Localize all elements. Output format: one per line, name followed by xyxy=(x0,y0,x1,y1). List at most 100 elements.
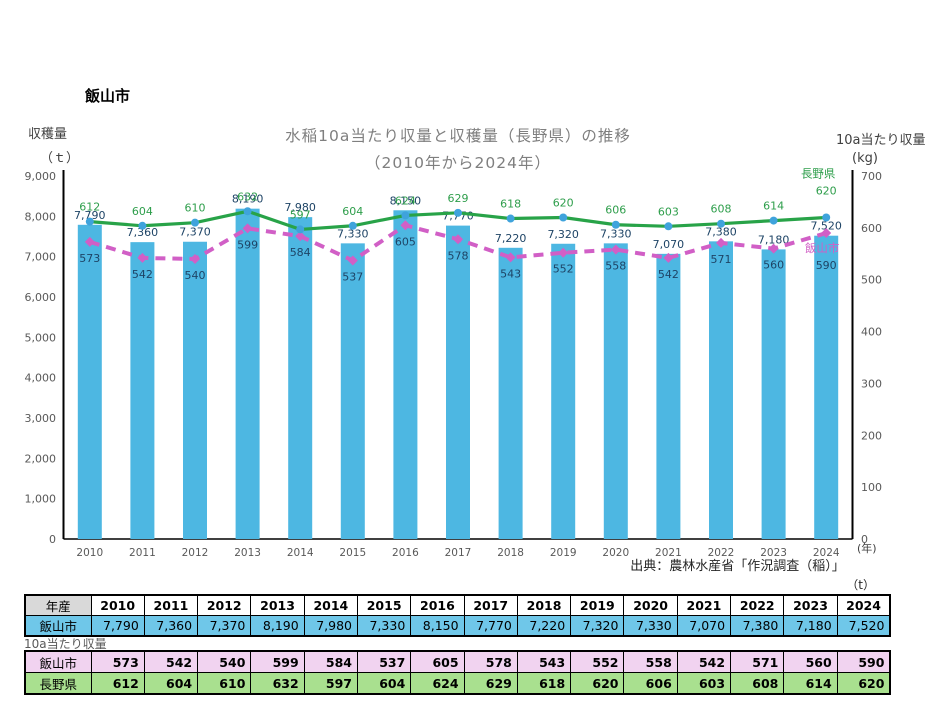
iiyama-value-label: 605 xyxy=(395,235,416,248)
yield-value-cell: 590 xyxy=(836,650,891,673)
x-axis-tick: 2015 xyxy=(339,547,366,559)
year-header-cell: 2013 xyxy=(250,594,305,616)
year-header-cell: 2010 xyxy=(90,594,145,616)
nagano-line-marker xyxy=(454,208,462,217)
iiyama-value-label: 542 xyxy=(658,268,679,281)
source-note: 出典：農林水産省「作況調査（稲）」 xyxy=(630,559,845,574)
yield-value-cell: 606 xyxy=(623,672,678,695)
x-axis-tick: 2024 xyxy=(813,547,840,559)
iiyama-line-marker xyxy=(242,223,253,234)
year-header-cell: 2016 xyxy=(410,594,465,616)
yield-value-cell: 537 xyxy=(356,650,412,673)
iiyama-line-marker xyxy=(558,247,569,258)
nagano-line-marker xyxy=(717,219,725,228)
left-axis-tick: 7,000 xyxy=(25,251,57,264)
right-axis-tick: 200 xyxy=(861,429,882,442)
nagano-value-label: 597 xyxy=(290,208,311,221)
nagano-series-label: 長野県 xyxy=(801,166,836,180)
harvest-bar xyxy=(814,235,839,539)
harvest-row-label: 飯山市 xyxy=(24,615,92,637)
bar-value-label: 7,360 xyxy=(127,226,159,239)
left-axis-title: 収穫量 xyxy=(28,127,68,142)
harvest-value-cell: 7,770 xyxy=(463,615,518,637)
harvest-bar xyxy=(235,208,260,540)
bar-value-label: 7,980 xyxy=(284,201,316,214)
harvest-bar xyxy=(761,249,786,539)
iiyama-value-label: 540 xyxy=(185,269,206,282)
bar-value-label: 7,520 xyxy=(810,220,842,233)
iiyama-value-label: 599 xyxy=(237,238,258,251)
left-axis-tick: 3,000 xyxy=(25,412,57,425)
yield-value-cell: 620 xyxy=(570,672,625,695)
iiyama-value-label: 560 xyxy=(763,259,784,272)
harvest-bar xyxy=(183,241,207,539)
bar-value-label: 7,370 xyxy=(179,226,211,239)
harvest-value-cell: 8,190 xyxy=(250,615,305,637)
nagano-value-label: 624 xyxy=(395,194,416,207)
yield-value-cell: 573 xyxy=(90,650,145,673)
left-axis-tick: 2,000 xyxy=(25,452,57,465)
x-axis-tick: 2020 xyxy=(602,547,629,559)
left-axis-tick: 0 xyxy=(49,533,56,546)
chart-title-line2: （2010年から2024年） xyxy=(365,154,551,172)
yield-value-cell: 605 xyxy=(410,650,465,673)
iiyama-line-marker xyxy=(663,252,674,263)
left-axis-tick: 6,000 xyxy=(25,291,57,304)
year-header-cell: 2014 xyxy=(303,594,358,616)
iiyama-value-label: 571 xyxy=(711,253,732,266)
yield-value-cell: 543 xyxy=(516,650,572,673)
iiyama-value-label: 552 xyxy=(553,263,574,276)
harvest-value-cell: 7,330 xyxy=(623,615,678,637)
yield-value-cell: 614 xyxy=(783,672,838,695)
chart-title-line1: 水稲10a当たり収量と収穫量（長野県）の推移 xyxy=(285,127,631,145)
harvest-bar xyxy=(656,253,681,540)
yield-row-label: 長野県 xyxy=(24,672,92,695)
bar-value-label: 7,220 xyxy=(495,232,527,245)
x-axis-tick: 2019 xyxy=(550,547,577,559)
x-axis-tick: 2022 xyxy=(708,547,735,559)
harvest-value-cell: 7,520 xyxy=(836,615,891,637)
harvest-bar xyxy=(498,247,523,539)
iiyama-value-label: 578 xyxy=(448,249,469,262)
iiyama-value-label: 584 xyxy=(290,246,311,259)
iiyama-line-marker xyxy=(400,220,411,231)
nagano-line-marker xyxy=(243,207,252,216)
x-axis-tick: 2023 xyxy=(760,547,787,559)
yield-value-cell: 610 xyxy=(197,672,252,695)
harvest-bar xyxy=(340,243,365,539)
iiyama-line-marker xyxy=(453,234,463,245)
harvest-bar xyxy=(709,241,733,539)
harvest-value-cell: 7,220 xyxy=(516,615,572,637)
nagano-line-marker xyxy=(191,218,199,227)
iiyama-line-marker xyxy=(610,244,621,255)
iiyama-value-label: 537 xyxy=(342,271,363,284)
nagano-value-label: 629 xyxy=(448,192,469,205)
nagano-line-marker xyxy=(138,221,147,230)
harvest-bar xyxy=(77,224,102,539)
x-axis-tick: 2018 xyxy=(497,547,524,559)
year-header-cell: 2012 xyxy=(197,594,252,616)
yield-value-cell: 558 xyxy=(623,650,678,673)
left-axis-tick: 9,000 xyxy=(25,170,57,183)
harvest-value-cell: 7,790 xyxy=(90,615,145,637)
nagano-value-label: 610 xyxy=(185,202,206,215)
left-axis-tick: 5,000 xyxy=(25,331,57,344)
nagano-value-label: 604 xyxy=(342,205,363,218)
harvest-bar xyxy=(288,217,313,539)
year-header-cell: 2019 xyxy=(570,594,625,616)
left-axis-tick: 8,000 xyxy=(25,210,57,223)
right-axis-tick: 700 xyxy=(861,170,882,183)
harvest-value-cell: 8,150 xyxy=(410,615,465,637)
year-header-cell: 2024 xyxy=(836,594,891,616)
x-axis-tick: 2017 xyxy=(445,547,472,559)
x-axis-tick: 2013 xyxy=(234,547,261,559)
right-axis-tick: 100 xyxy=(861,481,882,494)
nagano-line-marker xyxy=(822,213,831,222)
right-axis-tick: 400 xyxy=(861,326,882,339)
x-axis-tick: 2021 xyxy=(655,547,682,559)
year-header-cell: 2015 xyxy=(356,594,412,616)
iiyama-value-label: 543 xyxy=(500,267,521,280)
x-axis-tick: 2012 xyxy=(182,547,209,559)
x-axis-tick: 2016 xyxy=(392,547,419,559)
